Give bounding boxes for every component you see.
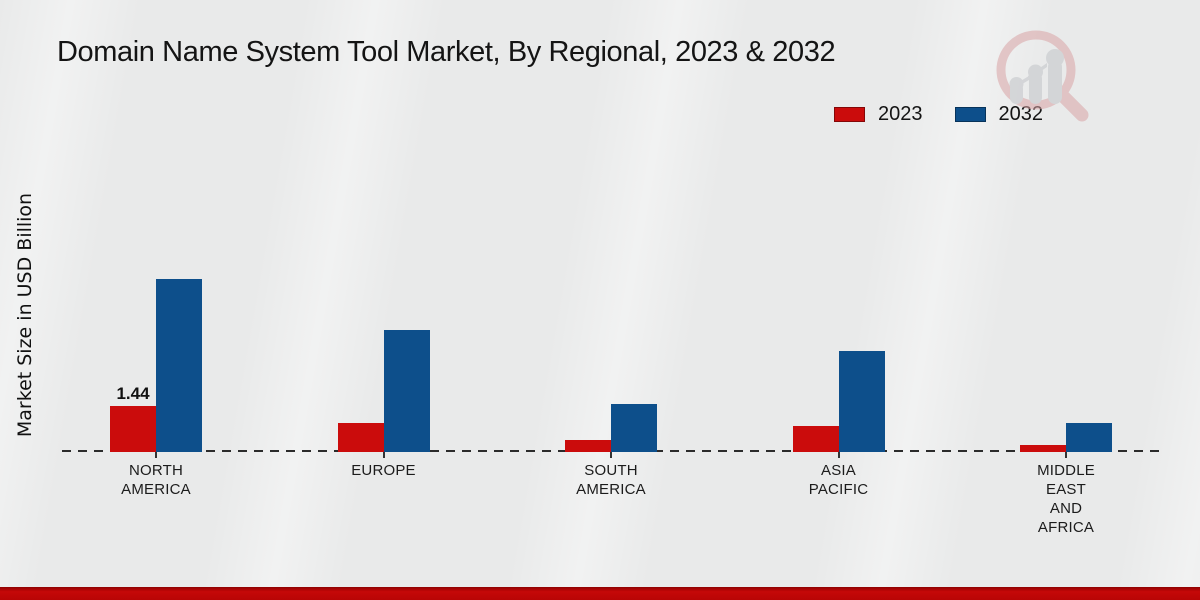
axis-tick-north-america — [155, 452, 157, 458]
category-label-middle-east-and-africa: MIDDLE EAST AND AFRICA — [1037, 462, 1095, 536]
legend: 2023 2032 — [834, 103, 1043, 126]
category-label-europe: EUROPE — [351, 462, 416, 479]
bar-2032-middle-east-and-africa — [1066, 423, 1112, 452]
bar-2023-south-america — [565, 440, 611, 452]
bar-2023-middle-east-and-africa — [1020, 445, 1066, 452]
footer-accent-bar — [0, 587, 1200, 600]
legend-swatch-2023 — [834, 107, 865, 122]
axis-tick-middle-east-and-africa — [1065, 452, 1067, 458]
bar-2023-europe — [337, 423, 384, 452]
category-label-south-america: SOUTH AMERICA — [576, 462, 646, 498]
category-label-north-america: NORTH AMERICA — [121, 462, 191, 498]
bar-2023-asia-pacific — [792, 426, 839, 452]
axis-tick-asia-pacific — [837, 452, 840, 458]
bar-2032-north-america — [156, 279, 202, 452]
legend-label-2023: 2023 — [878, 103, 923, 125]
category-label-asia-pacific: ASIA PACIFIC — [808, 462, 869, 498]
bar-2032-europe — [383, 330, 430, 452]
chart-title: Domain Name System Tool Market, By Regio… — [57, 36, 836, 68]
bar-2023-north-america — [110, 406, 156, 452]
bar-value-label-2023-north-america: 1.44 — [116, 384, 150, 403]
magnifier-growth-chart-logo-icon — [996, 30, 1089, 122]
axis-tick-europe — [382, 452, 385, 458]
bar-2032-south-america — [611, 404, 657, 452]
bar-2032-asia-pacific — [838, 351, 885, 452]
axis-tick-south-america — [610, 452, 612, 458]
legend-item-2023: 2023 — [834, 103, 923, 126]
legend-swatch-2032 — [954, 107, 986, 122]
